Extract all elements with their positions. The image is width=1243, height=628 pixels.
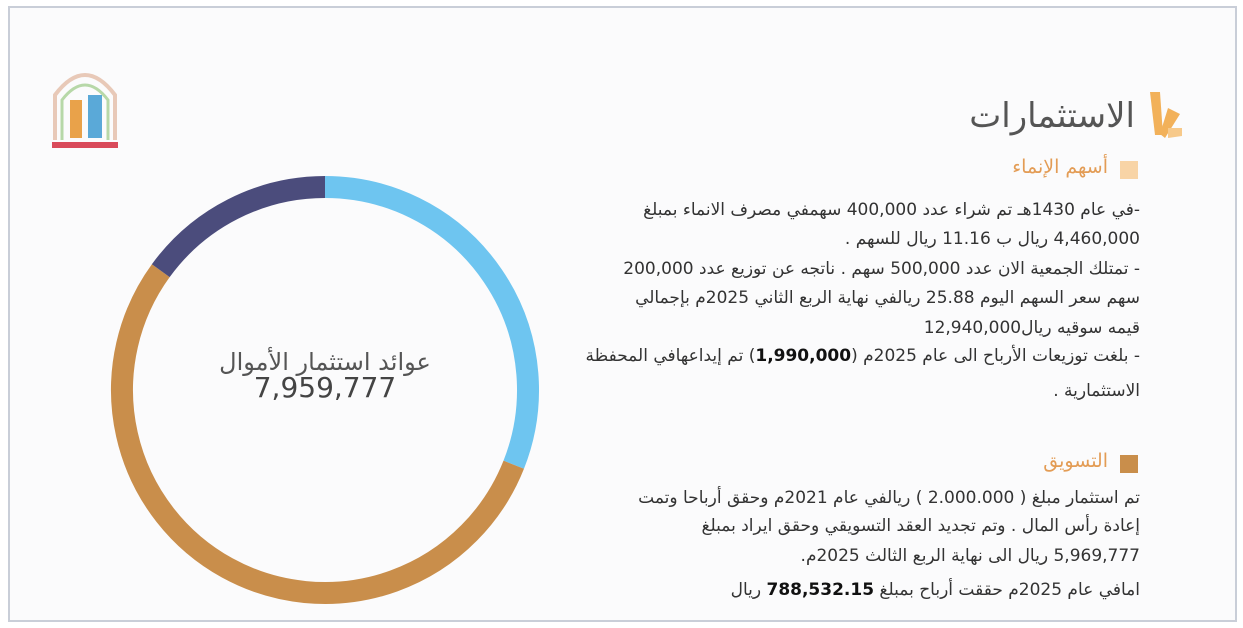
donut-segment <box>324 176 539 469</box>
donut-title: عوائد استثمار الأموال <box>219 347 431 376</box>
section-marker <box>1120 161 1138 179</box>
text: قيمه سوقيه ريال12,940,000 <box>923 318 1140 338</box>
text-line: - تمتلك الجمعية الان عدد 500,000 سهم . ن… <box>623 259 1140 279</box>
page-title: الاستثمارات <box>969 96 1135 136</box>
donut-segment <box>111 264 524 604</box>
text-line: امافي عام 2025م حققت أرباح بمبلغ 788,532… <box>731 580 1140 600</box>
text: - تمتلك الجمعية الان عدد 500,000 سهم . ن… <box>623 259 1140 279</box>
text: -في عام 1430هـ تم شراء عدد 400,000 سهمفي… <box>643 200 1140 220</box>
text-line: 5,969,777 ريال الى نهاية الربع الثالث 20… <box>801 546 1140 566</box>
bold-text: 1,990,000 <box>755 346 852 366</box>
text: - بلغت توزيعات الأرباح الى عام 2025م ( <box>851 346 1140 366</box>
section-heading: التسويق <box>1043 450 1108 472</box>
frame <box>8 6 1237 622</box>
logo <box>52 73 118 148</box>
text-line: قيمه سوقيه ريال12,940,000 <box>924 318 1140 338</box>
donut-segment <box>151 176 326 278</box>
text: ) تم إيداعهافي المحفظة <box>585 346 756 366</box>
text-line: 4,460,000 ريال ب 11.16 ريال للسهم . <box>845 229 1140 249</box>
text: تم استثمار مبلغ ( 2.000.000 ) ريالفي عام… <box>638 488 1140 508</box>
text: إعادة رأس المال . وتم تجديد العقد التسوي… <box>701 516 1140 536</box>
text: سهم سعر السهم اليوم 25.88 ريالفي نهاية ا… <box>635 288 1140 308</box>
text-line: سهم سعر السهم اليوم 25.88 ريالفي نهاية ا… <box>635 288 1140 308</box>
text: 4,460,000 ريال ب 11.16 ريال للسهم . <box>844 229 1140 249</box>
text-line: - بلغت توزيعات الأرباح الى عام 2025م (1,… <box>586 346 1140 366</box>
text-line: -في عام 1430هـ تم شراء عدد 400,000 سهمفي… <box>643 200 1140 220</box>
text: امافي عام 2025م حققت أرباح بمبلغ <box>874 580 1140 600</box>
text-line: تم استثمار مبلغ ( 2.000.000 ) ريالفي عام… <box>638 488 1140 508</box>
text: الاستثمارية . <box>1053 381 1140 401</box>
section-heading: أسهم الإنماء <box>1012 156 1108 178</box>
donut-total: 7,959,777 <box>254 371 397 404</box>
bold-text: 788,532.15 <box>766 580 875 600</box>
text-line: إعادة رأس المال . وتم تجديد العقد التسوي… <box>701 516 1140 536</box>
section-marker <box>1120 455 1138 473</box>
text: 5,969,777 ريال الى نهاية الربع الثالث 20… <box>800 546 1140 566</box>
title-icon <box>1150 92 1182 138</box>
text: ريال <box>730 580 767 600</box>
text-line: الاستثمارية . <box>1053 381 1140 401</box>
